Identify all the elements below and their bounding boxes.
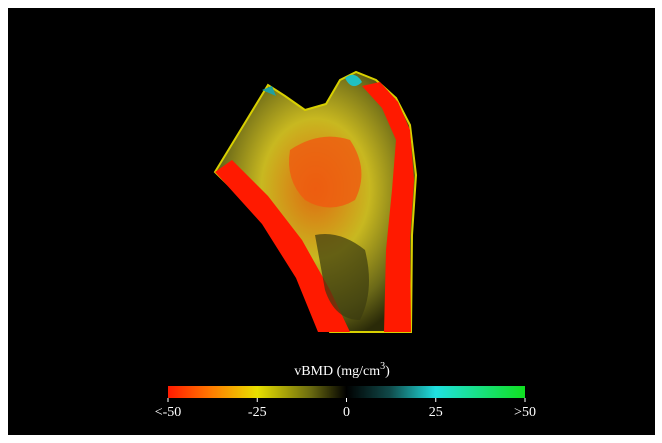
label-text: vBMD (mg/cm xyxy=(294,364,380,379)
tick-label: <-50 xyxy=(155,405,182,420)
label-superscript: 3 xyxy=(380,361,385,372)
tick-label: 25 xyxy=(429,405,443,420)
label-suffix: ) xyxy=(385,364,390,379)
tick-label: >50 xyxy=(514,405,536,420)
colorbar-label: vBMD (mg/cm3) xyxy=(294,361,390,379)
tick-label: -25 xyxy=(248,405,267,420)
colorbar xyxy=(168,386,525,398)
tick-label: 0 xyxy=(343,405,350,420)
bone-map xyxy=(213,70,418,333)
